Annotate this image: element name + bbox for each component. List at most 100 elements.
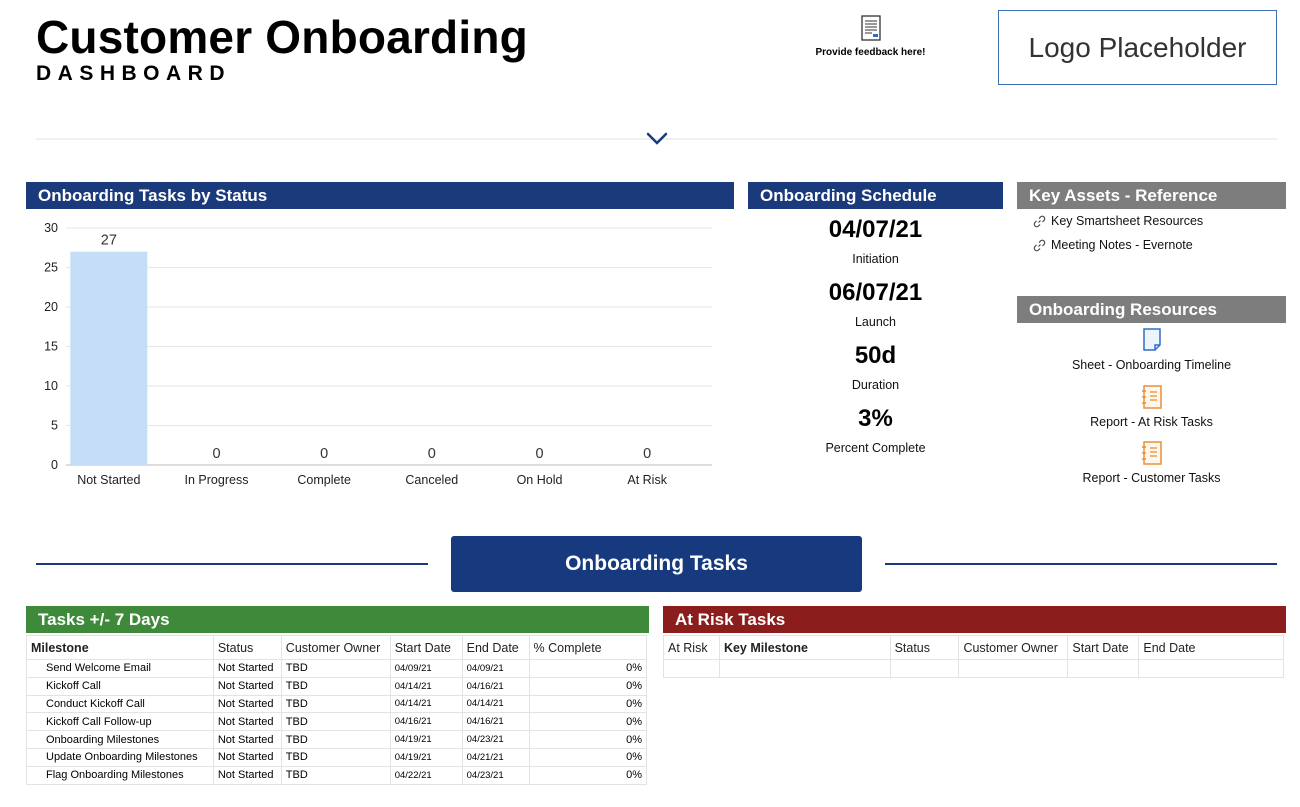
logo-placeholder: Logo Placeholder bbox=[998, 10, 1277, 85]
column-header[interactable]: Milestone bbox=[26, 635, 214, 660]
table-cell[interactable]: 0% bbox=[528, 659, 648, 678]
resource-label: Report - At Risk Tasks bbox=[1090, 415, 1213, 429]
table-cell[interactable]: 04/23/21 bbox=[461, 765, 530, 785]
column-header[interactable]: % Complete bbox=[528, 635, 648, 660]
table-cell[interactable]: TBD bbox=[280, 712, 391, 732]
table-cell[interactable]: 04/19/21 bbox=[389, 747, 463, 767]
report-icon bbox=[1141, 385, 1162, 409]
column-header[interactable]: End Date bbox=[461, 635, 530, 660]
link-label: Key Smartsheet Resources bbox=[1051, 214, 1204, 228]
table-cell[interactable]: 04/14/21 bbox=[461, 694, 530, 714]
table-cell[interactable]: 0% bbox=[528, 765, 648, 785]
table-cell[interactable] bbox=[1138, 659, 1284, 678]
tasks-table-header: Tasks +/- 7 Days bbox=[26, 606, 649, 633]
table-cell[interactable]: 04/14/21 bbox=[389, 676, 463, 696]
resource-onboarding-timeline[interactable]: Sheet - Onboarding Timeline bbox=[1017, 328, 1286, 372]
table-cell[interactable]: 0% bbox=[528, 747, 648, 767]
resource-customer-tasks[interactable]: Report - Customer Tasks bbox=[1017, 441, 1286, 485]
y-tick-label: 25 bbox=[44, 261, 58, 275]
table-cell[interactable]: 0% bbox=[528, 712, 648, 732]
link-icon bbox=[1033, 239, 1046, 251]
table-cell[interactable] bbox=[958, 659, 1069, 678]
table-cell[interactable] bbox=[1067, 659, 1140, 678]
table-row: Kickoff Call Follow-up Not Started TBD 04/1… bbox=[26, 712, 648, 732]
resource-at-risk-tasks[interactable]: Report - At Risk Tasks bbox=[1017, 385, 1286, 429]
table-cell[interactable]: Not Started bbox=[212, 765, 282, 785]
table-cell[interactable]: 04/16/21 bbox=[461, 712, 530, 732]
meeting-notes-link[interactable]: Meeting Notes - Evernote bbox=[1033, 238, 1193, 252]
feedback-link[interactable]: Provide feedback here! bbox=[808, 15, 933, 58]
table-cell[interactable]: Conduct Kickoff Call bbox=[26, 694, 214, 714]
table-cell[interactable]: 04/16/21 bbox=[389, 712, 463, 732]
risk-table: At Risk Key Milestone Status Customer Ow… bbox=[663, 635, 1284, 678]
table-cell[interactable]: 04/14/21 bbox=[389, 694, 463, 714]
schedule-label: Launch bbox=[854, 315, 896, 329]
risk-table-header: At Risk Tasks bbox=[663, 606, 1286, 633]
table-row: Onboarding Milestones Not Started TBD 04/19… bbox=[26, 730, 648, 749]
table-cell[interactable] bbox=[889, 659, 960, 678]
table-cell[interactable]: Not Started bbox=[212, 694, 282, 714]
data-label: 0 bbox=[320, 446, 328, 462]
table-cell[interactable] bbox=[663, 659, 720, 678]
header-divider bbox=[36, 138, 1277, 140]
table-row: Send Welcome Email Not Started TBD 04/09/21… bbox=[26, 659, 648, 678]
table-cell[interactable]: Kickoff Call Follow-up bbox=[26, 712, 214, 732]
table-cell[interactable]: TBD bbox=[280, 676, 391, 696]
table-cell[interactable]: TBD bbox=[280, 659, 391, 678]
tasks-table: Milestone Status Customer Owner Start Da… bbox=[26, 635, 648, 785]
table-cell[interactable]: 04/09/21 bbox=[389, 659, 463, 678]
table-cell[interactable]: Not Started bbox=[212, 659, 282, 678]
y-tick-label: 0 bbox=[51, 458, 58, 472]
schedule-label: Duration bbox=[851, 378, 900, 392]
column-header[interactable]: Customer Owner bbox=[280, 635, 391, 660]
column-header[interactable]: Customer Owner bbox=[958, 635, 1069, 660]
table-cell[interactable]: 04/09/21 bbox=[461, 659, 530, 678]
data-label: 27 bbox=[101, 233, 117, 249]
table-cell[interactable]: 0% bbox=[528, 694, 648, 714]
table-cell[interactable]: TBD bbox=[280, 730, 391, 749]
table-cell[interactable]: Kickoff Call bbox=[26, 676, 214, 696]
page-subtitle: DASHBOARD bbox=[36, 62, 231, 85]
table-cell[interactable]: 04/16/21 bbox=[461, 676, 530, 696]
table-cell[interactable]: 04/22/21 bbox=[389, 765, 463, 785]
table-row: Update Onboarding Milestones Not Started T… bbox=[26, 747, 648, 767]
table-cell[interactable]: 04/21/21 bbox=[461, 747, 530, 767]
section-title: Onboarding Tasks bbox=[451, 536, 862, 592]
schedule-value: 3% bbox=[858, 405, 893, 432]
x-tick-label: On Hold bbox=[517, 473, 563, 487]
table-cell[interactable]: TBD bbox=[280, 694, 391, 714]
x-tick-label: Canceled bbox=[405, 473, 458, 487]
data-label: 0 bbox=[535, 446, 543, 462]
table-cell[interactable]: 04/23/21 bbox=[461, 730, 530, 749]
y-tick-label: 20 bbox=[44, 300, 58, 314]
column-header[interactable]: At Risk bbox=[663, 635, 720, 660]
table-header-row: Milestone Status Customer Owner Start Da… bbox=[26, 635, 648, 660]
table-cell[interactable]: Not Started bbox=[212, 730, 282, 749]
column-header[interactable]: Status bbox=[889, 635, 960, 660]
table-cell[interactable]: Onboarding Milestones bbox=[26, 730, 214, 749]
table-cell[interactable]: Flag Onboarding Milestones bbox=[26, 765, 214, 785]
table-cell[interactable] bbox=[718, 659, 891, 678]
column-header[interactable]: Key Milestone bbox=[718, 635, 891, 660]
schedule-value: 06/07/21 bbox=[828, 279, 923, 306]
chevron-down-icon[interactable] bbox=[645, 130, 669, 148]
section-line-left bbox=[36, 563, 428, 565]
column-header[interactable]: End Date bbox=[1138, 635, 1284, 660]
table-cell[interactable]: Not Started bbox=[212, 712, 282, 732]
report-icon bbox=[1141, 441, 1162, 465]
table-cell[interactable]: Not Started bbox=[212, 676, 282, 696]
table-cell[interactable]: Not Started bbox=[212, 747, 282, 767]
table-cell[interactable]: Send Welcome Email bbox=[26, 659, 214, 678]
table-cell[interactable]: TBD bbox=[280, 765, 391, 785]
schedule-label: Percent Complete bbox=[825, 441, 926, 455]
column-header[interactable]: Status bbox=[212, 635, 282, 660]
column-header[interactable]: Start Date bbox=[1067, 635, 1140, 660]
x-tick-label: At Risk bbox=[627, 473, 667, 487]
table-cell[interactable]: TBD bbox=[280, 747, 391, 767]
table-cell[interactable]: 04/19/21 bbox=[389, 730, 463, 749]
table-cell[interactable]: Update Onboarding Milestones bbox=[26, 747, 214, 767]
key-smartsheet-resources-link[interactable]: Key Smartsheet Resources bbox=[1033, 214, 1203, 228]
column-header[interactable]: Start Date bbox=[389, 635, 463, 660]
table-cell[interactable]: 0% bbox=[528, 730, 648, 749]
table-cell[interactable]: 0% bbox=[528, 676, 648, 696]
